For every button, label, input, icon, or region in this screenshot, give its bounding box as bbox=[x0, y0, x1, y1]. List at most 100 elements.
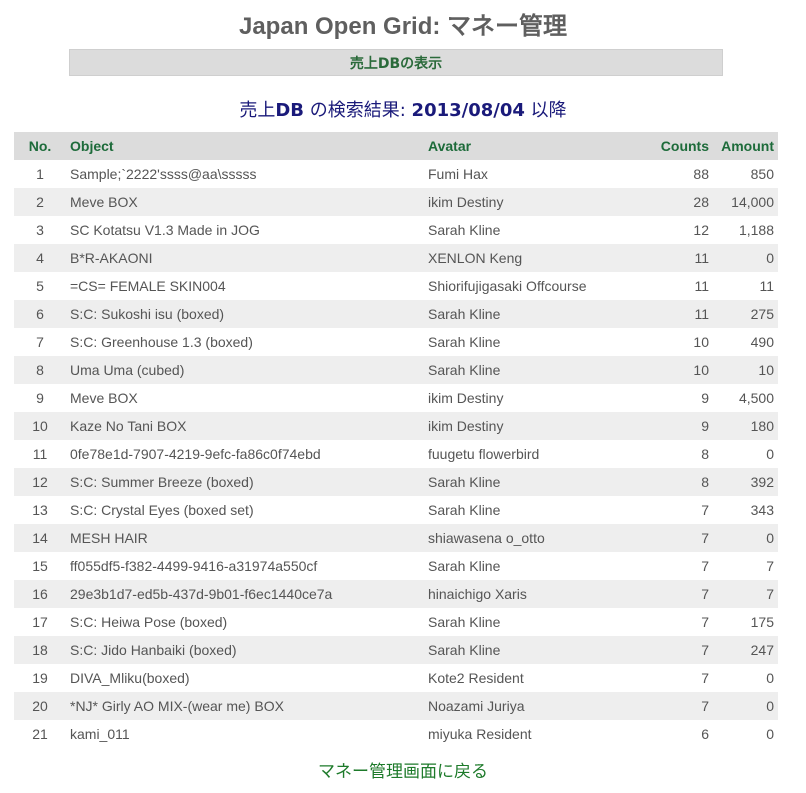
cell-amount: 0 bbox=[766, 446, 774, 462]
table-row: 4 B*R-AKAONI XENLON Keng 11 0 bbox=[14, 244, 778, 272]
cell-counts: 7 bbox=[701, 670, 709, 686]
cell-no: 7 bbox=[36, 334, 44, 350]
cell-amount: 4,500 bbox=[738, 390, 774, 406]
banner-bar: 売上DBの表示 bbox=[69, 49, 723, 76]
cell-avatar: Sarah Kline bbox=[428, 502, 501, 518]
cell-counts: 9 bbox=[630, 412, 713, 440]
cell-avatar: Sarah Kline bbox=[428, 558, 501, 574]
cell-counts: 7 bbox=[701, 614, 709, 630]
result-suffix: 以降 bbox=[524, 100, 567, 121]
cell-object: Meve BOX bbox=[66, 188, 424, 216]
cell-avatar: hinaichigo Xaris bbox=[424, 580, 630, 608]
header-counts: Counts bbox=[630, 132, 713, 160]
cell-counts: 10 bbox=[693, 334, 709, 350]
table-row: 5 =CS= FEMALE SKIN004 Shiorifujigasaki Off… bbox=[14, 272, 778, 300]
table-row: 19 DIVA_Mliku(boxed) Kote2 Resident 7 0 bbox=[14, 664, 778, 692]
cell-avatar: Sarah Kline bbox=[424, 300, 630, 328]
header-no: No. bbox=[14, 132, 66, 160]
cell-avatar: Kote2 Resident bbox=[428, 670, 524, 686]
cell-counts: 11 bbox=[630, 300, 713, 328]
table-body: 1 Sample;`2222'ssss@aa\sssss Fumi Hax 88 850… bbox=[14, 160, 778, 748]
cell-counts: 8 bbox=[701, 446, 709, 462]
cell-object: S:C: Heiwa Pose (boxed) bbox=[70, 614, 228, 630]
cell-no: 20 bbox=[14, 692, 66, 720]
cell-object: kami_011 bbox=[70, 726, 130, 742]
cell-counts: 11 bbox=[694, 278, 709, 294]
cell-amount: 175 bbox=[750, 614, 774, 630]
cell-object: =CS= FEMALE SKIN004 bbox=[70, 278, 226, 294]
back-to-money-admin-link[interactable]: マネー管理画面に戻る bbox=[318, 762, 488, 782]
result-middle: の検索結果: bbox=[304, 100, 412, 121]
result-prefix: 売上 bbox=[239, 100, 276, 121]
cell-amount: 10 bbox=[713, 356, 778, 384]
cell-avatar: shiawasena o_otto bbox=[424, 524, 630, 552]
cell-no: 8 bbox=[14, 356, 66, 384]
cell-object: Kaze No Tani BOX bbox=[66, 412, 424, 440]
cell-amount: 0 bbox=[713, 692, 778, 720]
sales-table: No. Object Avatar Counts Amount 1 Sample;… bbox=[14, 132, 778, 748]
cell-object: S:C: Sukoshi isu (boxed) bbox=[66, 300, 424, 328]
cell-object: Sample;`2222'ssss@aa\sssss bbox=[70, 166, 257, 182]
table-row: 11 0fe78e1d-7907-4219-9efc-fa86c0f74ebd fu… bbox=[14, 440, 778, 468]
cell-counts: 11 bbox=[630, 244, 713, 272]
cell-object: 29e3b1d7-ed5b-437d-9b01-f6ec1440ce7a bbox=[66, 580, 424, 608]
cell-no: 10 bbox=[14, 412, 66, 440]
cell-counts: 28 bbox=[630, 188, 713, 216]
cell-counts: 7 bbox=[630, 524, 713, 552]
cell-counts: 7 bbox=[630, 580, 713, 608]
header-object: Object bbox=[66, 132, 424, 160]
cell-no: 9 bbox=[36, 390, 44, 406]
cell-object: 0fe78e1d-7907-4219-9efc-fa86c0f74ebd bbox=[70, 446, 321, 462]
table-row: 21 kami_011 miyuka Resident 6 0 bbox=[14, 720, 778, 748]
cell-counts: 7 bbox=[630, 636, 713, 664]
table-row: 16 29e3b1d7-ed5b-437d-9b01-f6ec1440ce7a hi… bbox=[14, 580, 778, 608]
cell-amount: 0 bbox=[713, 244, 778, 272]
cell-avatar: Fumi Hax bbox=[428, 166, 488, 182]
table-row: 18 S:C: Jido Hanbaiki (boxed) Sarah Kline 7… bbox=[14, 636, 778, 664]
table-row: 6 S:C: Sukoshi isu (boxed) Sarah Kline 11 27… bbox=[14, 300, 778, 328]
table-row: 7 S:C: Greenhouse 1.3 (boxed) Sarah Kline 1… bbox=[14, 328, 778, 356]
cell-object: SC Kotatsu V1.3 Made in JOG bbox=[70, 222, 260, 238]
cell-counts: 9 bbox=[701, 390, 709, 406]
table-row: 10 Kaze No Tani BOX ikim Destiny 9 180 bbox=[14, 412, 778, 440]
cell-object: Uma Uma (cubed) bbox=[66, 356, 424, 384]
result-db: DB bbox=[275, 100, 305, 121]
cell-no: 21 bbox=[32, 726, 48, 742]
cell-no: 2 bbox=[14, 188, 66, 216]
cell-counts: 7 bbox=[701, 502, 709, 518]
cell-no: 12 bbox=[14, 468, 66, 496]
cell-counts: 12 bbox=[693, 222, 709, 238]
cell-object: S:C: Greenhouse 1.3 (boxed) bbox=[70, 334, 253, 350]
cell-no: 13 bbox=[32, 502, 48, 518]
cell-no: 16 bbox=[14, 580, 66, 608]
cell-object: *NJ* Girly AO MIX-(wear me) BOX bbox=[66, 692, 424, 720]
cell-avatar: Sarah Kline bbox=[428, 222, 501, 238]
cell-avatar: ikim Destiny bbox=[424, 188, 630, 216]
cell-amount: 180 bbox=[713, 412, 778, 440]
cell-avatar: Sarah Kline bbox=[424, 356, 630, 384]
table-row: 1 Sample;`2222'ssss@aa\sssss Fumi Hax 88 850 bbox=[14, 160, 778, 188]
cell-amount: 7 bbox=[766, 558, 774, 574]
cell-object: DIVA_Mliku(boxed) bbox=[70, 670, 190, 686]
cell-no: 14 bbox=[14, 524, 66, 552]
cell-no: 19 bbox=[32, 670, 48, 686]
cell-no: 5 bbox=[36, 278, 44, 294]
cell-amount: 7 bbox=[713, 580, 778, 608]
cell-object: B*R-AKAONI bbox=[66, 244, 424, 272]
table-row: 2 Meve BOX ikim Destiny 28 14,000 bbox=[14, 188, 778, 216]
table-row: 3 SC Kotatsu V1.3 Made in JOG Sarah Kline 1… bbox=[14, 216, 778, 244]
result-heading: 売上DB の検索結果: 2013/08/04 以降 bbox=[0, 96, 806, 122]
cell-avatar: ikim Destiny bbox=[428, 390, 504, 406]
page-title: Japan Open Grid: マネー管理 bbox=[238, 13, 568, 40]
sales-db-link[interactable]: 売上DBの表示 bbox=[349, 56, 443, 72]
cell-avatar: Sarah Kline bbox=[428, 334, 501, 350]
cell-avatar: miyuka Resident bbox=[428, 726, 532, 742]
table-row: 13 S:C: Crystal Eyes (boxed set) Sarah Kli… bbox=[14, 496, 778, 524]
cell-avatar: Noazami Juriya bbox=[424, 692, 630, 720]
cell-counts: 88 bbox=[693, 166, 709, 182]
cell-amount: 850 bbox=[750, 166, 774, 182]
table-row: 9 Meve BOX ikim Destiny 9 4,500 bbox=[14, 384, 778, 412]
cell-no: 3 bbox=[36, 222, 44, 238]
table-row: 14 MESH HAIR shiawasena o_otto 7 0 bbox=[14, 524, 778, 552]
table-header-row: No. Object Avatar Counts Amount bbox=[14, 132, 778, 160]
